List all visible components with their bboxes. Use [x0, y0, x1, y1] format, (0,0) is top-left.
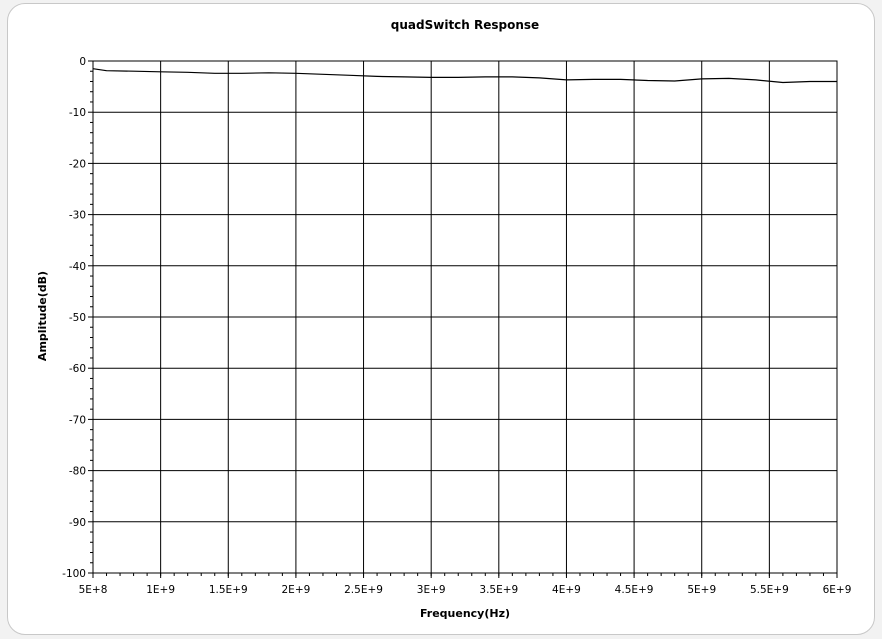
x-tick-label: 4E+9 — [552, 584, 581, 596]
series-line-0 — [92, 68, 837, 84]
y-tick-label: -30 — [69, 210, 86, 222]
y-tick-label: -40 — [69, 261, 86, 273]
x-axis-label: Frequency(Hz) — [420, 607, 510, 620]
x-tick-label: 1E+9 — [146, 584, 175, 596]
y-axis-label: Amplitude(dB) — [36, 271, 49, 361]
chart-title: quadSwitch Response — [391, 18, 539, 32]
y-tick-label: -100 — [62, 568, 86, 580]
x-tick-label: 5.5E+9 — [750, 584, 789, 596]
x-axis-ticks: 5E+8 1E+9 1.5E+9 2E+9 2.5E+9 3E+9 3.5E+9 4E+9 4.… — [79, 573, 852, 596]
y-tick-label: -60 — [69, 363, 86, 375]
x-tick-label: 6E+9 — [823, 584, 852, 596]
y-tick-label: -80 — [69, 466, 86, 478]
grid-lines — [92, 60, 838, 574]
chart-panel — [7, 3, 875, 635]
y-tick-label: -10 — [69, 107, 86, 119]
x-tick-label: 5E+8 — [79, 584, 108, 596]
y-tick-label: -50 — [69, 312, 86, 324]
x-tick-label: 3.5E+9 — [479, 584, 518, 596]
x-tick-label: 5E+9 — [687, 584, 716, 596]
x-tick-label: 1.5E+9 — [209, 584, 248, 596]
y-tick-label: -20 — [69, 158, 86, 170]
x-tick-label: 2.5E+9 — [344, 584, 383, 596]
x-tick-label: 4.5E+9 — [615, 584, 654, 596]
y-tick-label: 0 — [79, 56, 86, 68]
y-tick-label: -90 — [69, 517, 86, 529]
series-group — [92, 68, 837, 84]
x-tick-label: 3E+9 — [417, 584, 446, 596]
y-tick-label: -70 — [69, 414, 86, 426]
x-tick-label: 2E+9 — [282, 584, 311, 596]
y-axis-ticks: 0 -10 -20 -30 -40 -50 -60 -70 -80 -90 -100 — [62, 56, 93, 580]
